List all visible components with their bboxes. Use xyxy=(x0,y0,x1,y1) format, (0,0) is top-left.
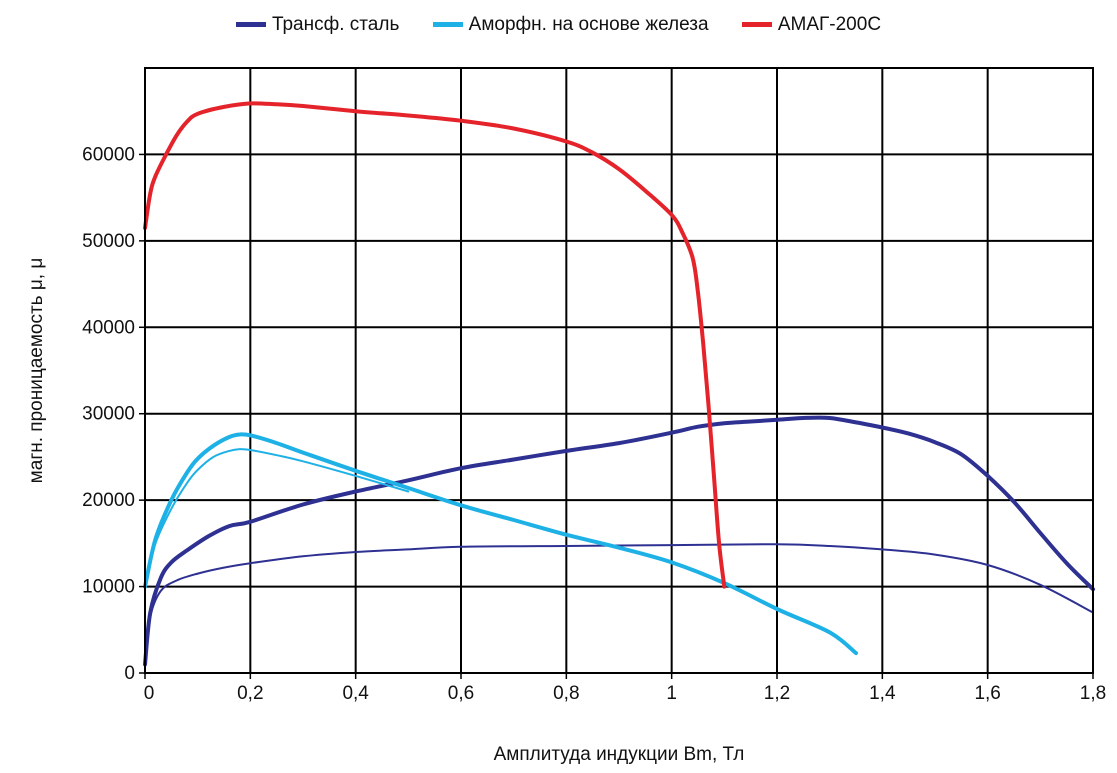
x-tick-label: 0 xyxy=(144,683,155,704)
legend-item-transformer-steel: Трансф. сталь xyxy=(235,14,400,36)
legend-label: Трансф. сталь xyxy=(271,14,400,35)
legend-item-amag-200c: АМАГ-200С xyxy=(741,14,882,36)
y-tick-label: 30000 xyxy=(82,404,135,425)
legend-label: Аморфн. на основе железа xyxy=(468,14,709,35)
legend-swatch xyxy=(432,22,463,28)
tick-labels: 0 0,2 0,4 0,6 0,8 1 1,2 1,4 1,6 1,8 0 10000 20000 300… xyxy=(82,144,1106,704)
series-line-4 xyxy=(143,101,727,589)
series-group xyxy=(143,101,1095,667)
y-tick-label: 60000 xyxy=(82,144,135,165)
x-tick-label: 0,6 xyxy=(448,683,474,704)
legend-item-amorphous-iron: Аморфн. на основе железа xyxy=(432,14,709,36)
plot-frame xyxy=(144,67,1094,674)
grid xyxy=(145,68,1093,673)
x-tick-label: 1,6 xyxy=(974,683,1000,704)
x-tick-label: 0,8 xyxy=(553,683,579,704)
y-tick-label: 20000 xyxy=(82,490,135,511)
x-tick-label: 1,8 xyxy=(1080,683,1106,704)
x-tick-label: 1,2 xyxy=(764,683,790,704)
series-line-3 xyxy=(144,448,410,588)
x-tick-label: 0,2 xyxy=(237,683,263,704)
series-line-0 xyxy=(143,415,1095,667)
legend-swatch xyxy=(741,22,772,28)
series-line-1 xyxy=(144,543,1094,666)
legend-swatch xyxy=(235,22,266,28)
x-tick-label: 1,4 xyxy=(869,683,896,704)
series-line-2 xyxy=(143,432,858,656)
legend-label: АМАГ-200С xyxy=(777,14,882,35)
y-tick-label: 50000 xyxy=(82,231,135,252)
y-tick-label: 0 xyxy=(124,663,135,684)
y-tick-label: 10000 xyxy=(82,577,135,598)
y-axis-title: магн. проницаемость μ, μ xyxy=(26,258,47,484)
y-tick-label: 40000 xyxy=(82,317,135,338)
x-tick-label: 1 xyxy=(666,683,677,704)
x-tick-label: 0,4 xyxy=(342,683,369,704)
legend: Трансф. сталь Аморфн. на основе железа А… xyxy=(0,14,1117,36)
x-axis-title: Амплитуда индукции Вm, Тл xyxy=(494,744,745,765)
